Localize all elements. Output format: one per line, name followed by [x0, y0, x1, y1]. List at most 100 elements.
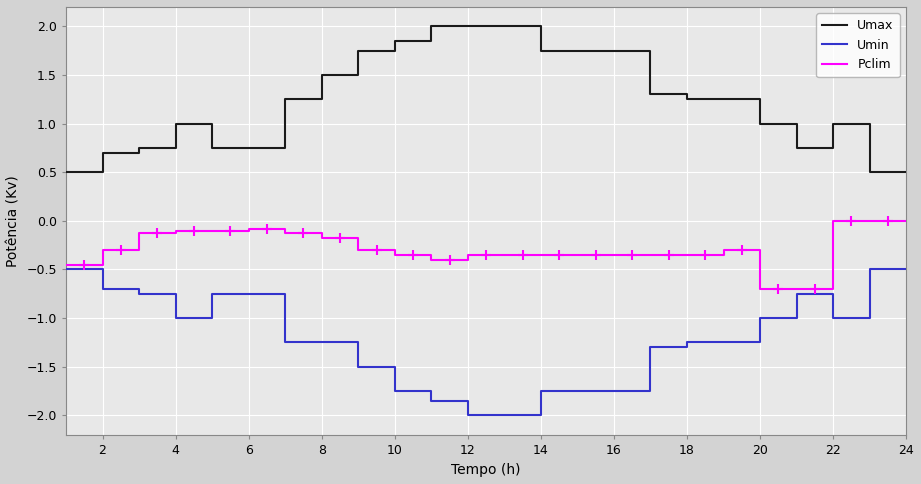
Pclim: [609, 252, 620, 258]
Pclim: [206, 227, 217, 233]
Umin: [828, 291, 839, 297]
Pclim: [316, 235, 327, 241]
Umin: [61, 267, 72, 272]
Pclim: [316, 229, 327, 235]
Umin: [97, 286, 108, 292]
Pclim: [170, 229, 181, 235]
Umin: [791, 315, 802, 321]
Umax: [206, 145, 217, 151]
Umax: [316, 72, 327, 78]
Umin: [462, 398, 473, 404]
Umin: [243, 291, 254, 297]
Umax: [791, 145, 802, 151]
Umax: [864, 169, 875, 175]
Line: Umax: Umax: [66, 27, 906, 172]
Pclim: [791, 286, 802, 292]
Umax: [390, 38, 401, 44]
Umin: [97, 267, 108, 272]
Pclim: [390, 247, 401, 253]
Umin: [645, 344, 656, 350]
Umax: [682, 91, 693, 97]
Pclim: [901, 218, 912, 224]
Pclim: [572, 252, 583, 258]
Pclim: [97, 247, 108, 253]
Umin: [390, 364, 401, 370]
Umin: [535, 412, 546, 418]
Pclim: [426, 252, 437, 258]
Umax: [901, 169, 912, 175]
Umax: [645, 91, 656, 97]
Pclim: [682, 252, 693, 258]
Umin: [353, 339, 364, 345]
Pclim: [462, 257, 473, 263]
Line: Umin: Umin: [66, 270, 906, 415]
Pclim: [754, 286, 765, 292]
Pclim: [243, 226, 254, 231]
Umax: [170, 121, 181, 126]
Umax: [206, 121, 217, 126]
Umin: [754, 339, 765, 345]
Pclim: [134, 247, 145, 253]
Pclim: [535, 252, 546, 258]
Umax: [243, 145, 254, 151]
Umax: [170, 145, 181, 151]
Umin: [206, 291, 217, 297]
Umax: [426, 38, 437, 44]
Pclim: [170, 227, 181, 233]
Umax: [426, 24, 437, 30]
Pclim: [682, 252, 693, 258]
Umax: [316, 96, 327, 102]
Pclim: [499, 252, 510, 258]
Umax: [353, 72, 364, 78]
Pclim: [353, 247, 364, 253]
Pclim: [535, 252, 546, 258]
Umax: [535, 48, 546, 54]
Pclim: [645, 252, 656, 258]
Pclim: [243, 227, 254, 233]
Pclim: [754, 247, 765, 253]
Umax: [243, 145, 254, 151]
Pclim: [609, 252, 620, 258]
Umax: [645, 48, 656, 54]
X-axis label: Tempo (h): Tempo (h): [451, 463, 521, 477]
Umin: [280, 339, 291, 345]
Pclim: [791, 286, 802, 292]
Umin: [572, 388, 583, 394]
Umin: [170, 315, 181, 321]
Umin: [864, 315, 875, 321]
Umin: [426, 398, 437, 404]
Pclim: [280, 226, 291, 231]
Umax: [682, 96, 693, 102]
Umax: [61, 169, 72, 175]
Pclim: [572, 252, 583, 258]
Umin: [206, 315, 217, 321]
Umax: [280, 96, 291, 102]
Pclim: [426, 257, 437, 263]
Pclim: [828, 218, 839, 224]
Umax: [791, 121, 802, 126]
Umax: [280, 145, 291, 151]
Umax: [828, 121, 839, 126]
Pclim: [353, 235, 364, 241]
Umax: [134, 145, 145, 151]
Y-axis label: Potência (Kv): Potência (Kv): [7, 175, 21, 267]
Pclim: [206, 227, 217, 233]
Pclim: [97, 262, 108, 268]
Umin: [864, 267, 875, 272]
Umin: [572, 388, 583, 394]
Pclim: [864, 218, 875, 224]
Pclim: [718, 247, 729, 253]
Umin: [170, 291, 181, 297]
Umax: [572, 48, 583, 54]
Pclim: [499, 252, 510, 258]
Umax: [535, 24, 546, 30]
Pclim: [280, 229, 291, 235]
Umin: [535, 388, 546, 394]
Umax: [134, 150, 145, 156]
Umin: [462, 412, 473, 418]
Umax: [828, 145, 839, 151]
Umin: [754, 315, 765, 321]
Pclim: [864, 218, 875, 224]
Pclim: [645, 252, 656, 258]
Umax: [754, 96, 765, 102]
